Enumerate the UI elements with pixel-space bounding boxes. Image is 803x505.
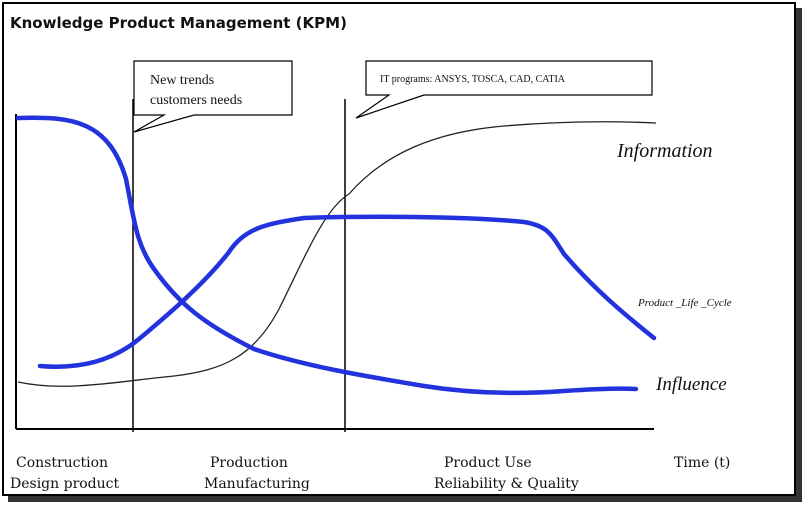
diagram-title: Knowledge Product Management (KPM) <box>10 14 347 32</box>
label-influence: Influence <box>655 374 727 395</box>
callout-it-programs-text: IT programs: ANSYS, TOSCA, CAD, CATIA <box>380 74 566 85</box>
influence-curve <box>15 115 639 396</box>
stage-use-line2: Reliability & Quality <box>434 476 579 492</box>
label-product-life-cycle: Product _Life _Cycle <box>637 297 732 309</box>
callout-new-trends-line2: customers needs <box>150 93 242 108</box>
stage-design-line2: Design product <box>10 476 120 492</box>
callout-it-programs: IT programs: ANSYS, TOSCA, CAD, CATIA <box>355 60 653 119</box>
stage-production-line1: Production <box>210 455 288 471</box>
stage-production-line2: Manufacturing <box>204 476 310 492</box>
product-life-cycle-curve <box>37 214 657 370</box>
kpm-diagram: Knowledge Product Management (KPM) New t… <box>10 14 732 492</box>
label-information: Information <box>616 140 713 162</box>
time-axis-label: Time (t) <box>674 455 730 471</box>
callout-new-trends-line1: New trends <box>150 73 214 88</box>
stage-use-line1: Product Use <box>444 455 532 471</box>
kpm-diagram-frame: Knowledge Product Management (KPM) New t… <box>2 2 796 496</box>
callout-new-trends: New trends customers needs <box>133 60 293 133</box>
stage-design-line1: Construction <box>16 455 108 471</box>
information-curve <box>17 121 657 387</box>
